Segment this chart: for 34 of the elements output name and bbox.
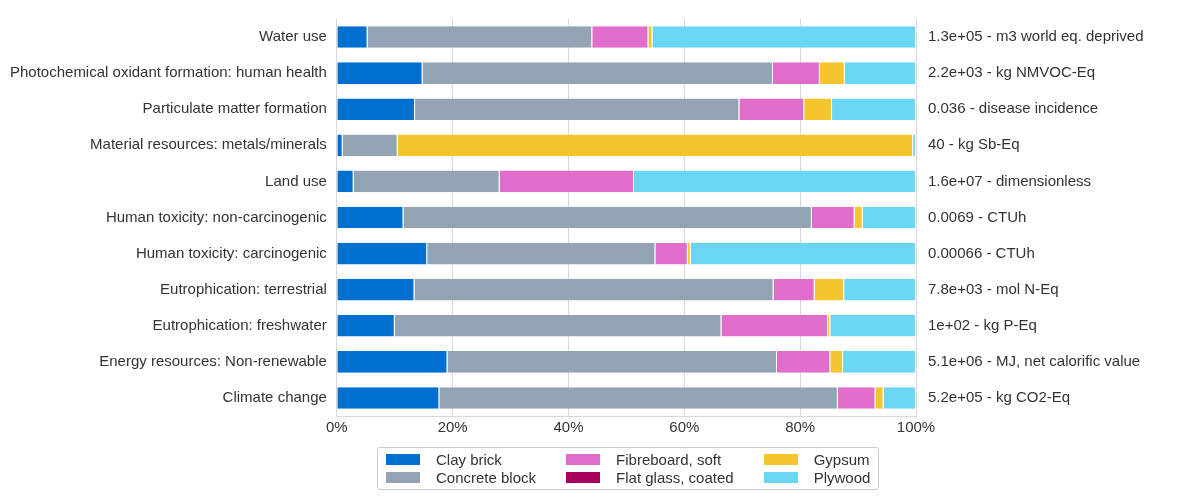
legend-label: Fibreboard, soft (616, 451, 722, 468)
text: 7.8e+03 - mol N-Eq (928, 279, 1059, 297)
x-tick-label: 20% (437, 418, 468, 436)
y-tick-label: Land use (265, 171, 327, 189)
legend-label: Plywood (813, 469, 871, 486)
legend-label: Concrete block (436, 469, 537, 486)
text: 0.00066 - CTUh (928, 243, 1035, 261)
text: 1.3e+05 - m3 world eq. deprived (928, 27, 1144, 45)
x-tick-label: 60% (669, 418, 700, 436)
x-tick-label: 0% (326, 418, 348, 436)
y-tick-label: Human toxicity: carcinogenic (135, 243, 328, 261)
legend-label: Flat glass, coated (616, 469, 734, 486)
text: 1.6e+07 - dimensionless (928, 171, 1092, 189)
text: 40 - kg Sb-Eq (928, 135, 1020, 153)
y-tick-label: Eutrophication: terrestrial (160, 279, 327, 297)
text: 5.1e+06 - MJ, net calorific value (928, 352, 1141, 369)
x-tick-label: 40% (553, 418, 584, 436)
y-tick-label: Energy resources: Non-renewable (99, 352, 327, 369)
y-tick-label: Human toxicity: non-carcinogenic (105, 207, 328, 225)
text: 5.2e+05 - kg CO2-Eq (928, 388, 1071, 406)
y-tick-label: Eutrophication: freshwater (152, 315, 327, 333)
text: 0.0069 - CTUh (928, 207, 1027, 225)
text: 0.036 - disease incidence (928, 99, 1099, 117)
y-tick-label: Photochemical oxidant formation: human health (9, 63, 327, 81)
text: 1e+02 - kg P-Eq (928, 315, 1037, 333)
x-tick-label: 100% (896, 418, 936, 436)
y-tick-label: Material resources: metals/minerals (90, 135, 327, 153)
legend-label: Gypsum (813, 451, 870, 468)
text: 2.2e+03 - kg NMVOC-Eq (928, 63, 1096, 81)
x-tick-label: 80% (785, 418, 816, 436)
legend-label: Clay brick (436, 451, 502, 468)
y-tick-label: Water use (259, 27, 327, 45)
y-tick-label: Climate change (222, 388, 327, 406)
y-tick-label: Particulate matter formation (142, 99, 327, 117)
